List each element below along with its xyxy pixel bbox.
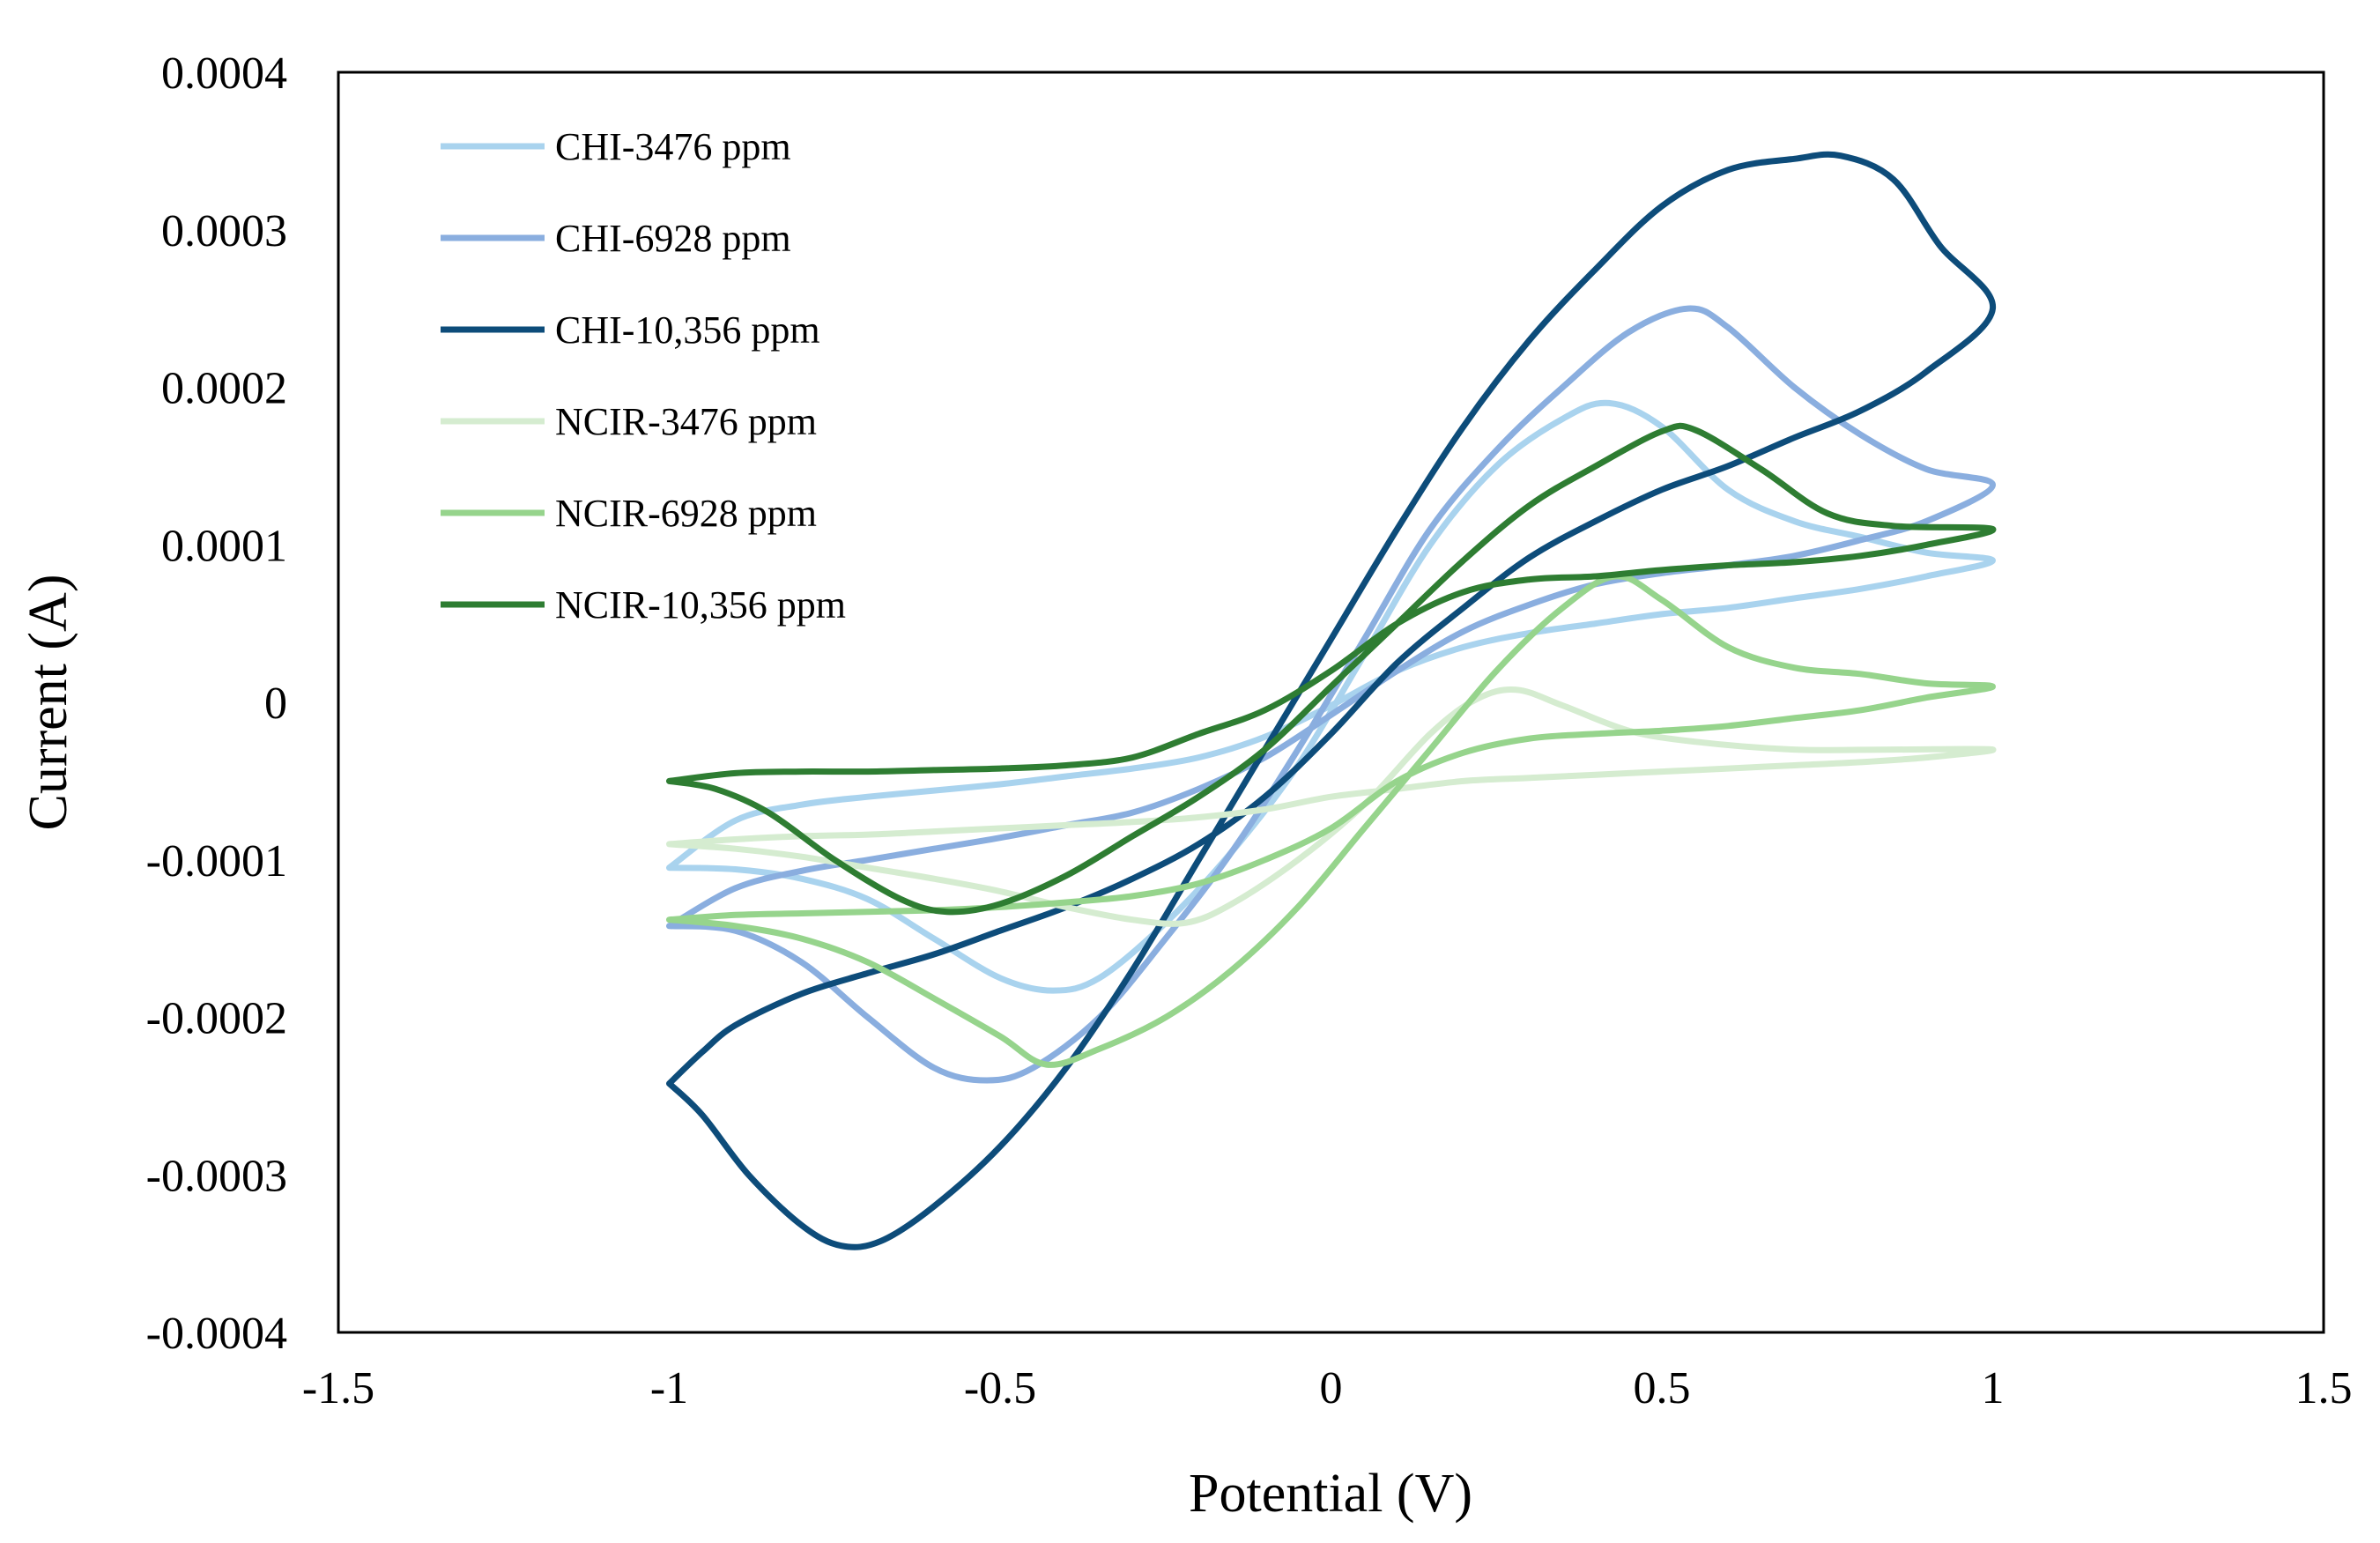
- x-axis-title: Potential (V): [1189, 1464, 1472, 1524]
- y-tick-label: 0.0004: [161, 48, 287, 99]
- series-line-3: [666, 151, 1996, 1250]
- series-line-6: [666, 422, 1997, 916]
- x-tick-label: -1.5: [302, 1363, 374, 1413]
- y-tick-label: 0.0003: [161, 206, 287, 256]
- y-tick-label: 0.0002: [161, 364, 287, 414]
- legend-label: CHI-10,356 ppm: [555, 308, 820, 352]
- y-tick-label: -0.0003: [146, 1151, 287, 1201]
- y-tick-labels: 0.0004 0.0003 0.0002 0.0001 0 -0.0001 -0.0002 -…: [146, 48, 287, 1359]
- legend-label: NCIR-10,356 ppm: [555, 583, 846, 627]
- y-tick-label: 0: [264, 679, 287, 729]
- x-tick-label: 1: [1982, 1363, 2005, 1413]
- series-line-4: [666, 686, 1997, 927]
- x-tick-label: -1: [650, 1363, 688, 1413]
- legend-label: NCIR-6928 ppm: [555, 492, 817, 535]
- x-tick-label: -0.5: [964, 1363, 1036, 1413]
- series-line-1: [666, 399, 1996, 994]
- legend: CHI-3476 ppm CHI-6928 ppm CHI-10,356 ppm NC…: [441, 125, 846, 627]
- series-layer: [666, 151, 1997, 1250]
- legend-label: NCIR-3476 ppm: [555, 400, 817, 443]
- legend-label: CHI-3476 ppm: [555, 125, 791, 168]
- x-tick-label: 0.5: [1634, 1363, 1691, 1413]
- y-tick-label: -0.0001: [146, 836, 287, 886]
- y-tick-label: -0.0002: [146, 994, 287, 1044]
- x-tick-label: 0: [1320, 1363, 1343, 1413]
- x-tick-label: 1.5: [2295, 1363, 2353, 1413]
- y-tick-label: 0.0001: [161, 521, 287, 571]
- series-line-5: [666, 573, 1996, 1068]
- y-tick-label: -0.0004: [146, 1309, 287, 1359]
- y-axis-title: Current (A): [19, 575, 78, 831]
- legend-label: CHI-6928 ppm: [555, 217, 791, 260]
- x-tick-labels: -1.5 -1 -0.5 0 0.5 1 1.5: [302, 1363, 2353, 1413]
